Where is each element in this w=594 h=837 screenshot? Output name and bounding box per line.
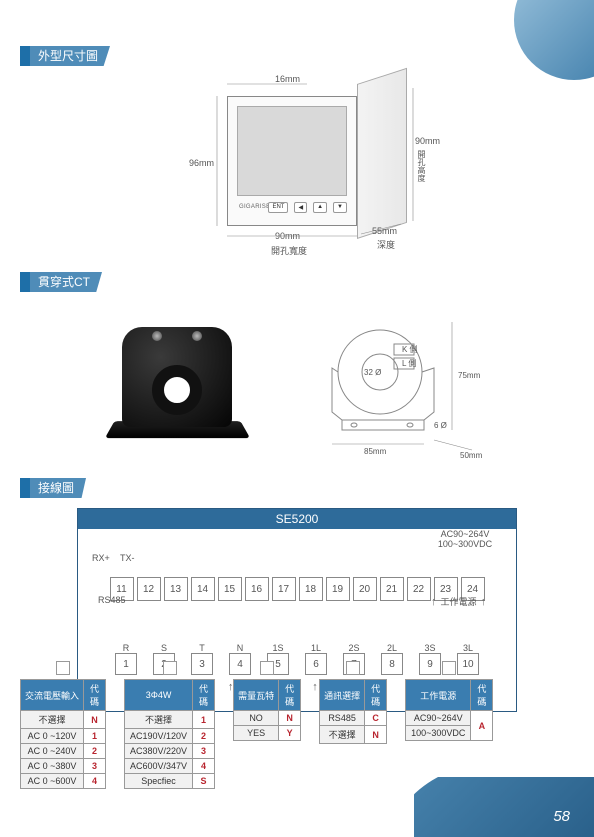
corner-decoration-top: [514, 0, 594, 80]
svg-text:32 Ø: 32 Ø: [364, 368, 381, 377]
page-number: 58: [553, 808, 570, 825]
option-checkbox[interactable]: [442, 661, 456, 675]
dim-right-caption: 開孔高度: [416, 150, 427, 182]
option-table: 3Φ4W代碼不選擇1AC190V/120V2AC380V/220V3AC600V…: [124, 679, 215, 789]
signal-label: N: [229, 643, 251, 653]
option-checkbox[interactable]: [163, 661, 177, 675]
svg-text:K 側: K 側: [402, 344, 418, 354]
option-column: 通訊選擇代碼RS485C不選擇N: [319, 661, 387, 789]
signal-label: 3S: [419, 643, 441, 653]
option-checkbox[interactable]: [260, 661, 274, 675]
terminal-18: 18: [299, 577, 323, 601]
terminal-12: 12: [137, 577, 161, 601]
option-column: 需量瓦特代碼NONYESY: [233, 661, 301, 789]
svg-text:L 側: L 側: [402, 358, 416, 368]
section-title: 貫穿式CT: [30, 272, 102, 292]
option-column: 工作電源代碼AC90~264VA100~300VDC: [405, 661, 493, 789]
signal-label: S: [153, 643, 175, 653]
svg-text:6 Ø: 6 Ø: [434, 421, 447, 430]
section-title: 接線圖: [30, 478, 86, 498]
terminal-15: 15: [218, 577, 242, 601]
option-checkbox[interactable]: [346, 661, 360, 675]
terminal-20: 20: [353, 577, 377, 601]
option-checkbox[interactable]: [56, 661, 70, 675]
option-table: 需量瓦特代碼NONYESY: [233, 679, 301, 741]
signal-label: R: [115, 643, 137, 653]
signal-label: 2L: [381, 643, 403, 653]
signal-label: 1L: [305, 643, 327, 653]
dim-left: 96mm: [189, 158, 214, 168]
option-column: 交流電壓輸入代碼不選擇NAC 0 ~120V1AC 0 ~240V2AC 0 ~…: [20, 661, 106, 789]
option-table: 交流電壓輸入代碼不選擇NAC 0 ~120V1AC 0 ~240V2AC 0 ~…: [20, 679, 106, 789]
dim-depth-caption: 深度: [377, 238, 395, 251]
wiring-model: SE5200: [78, 509, 516, 529]
signal-label: 2S: [343, 643, 365, 653]
dim-depth: 55mm: [372, 226, 397, 236]
svg-text:85mm: 85mm: [364, 447, 387, 456]
terminal-14: 14: [191, 577, 215, 601]
svg-text:50mm: 50mm: [460, 451, 483, 460]
terminal-19: 19: [326, 577, 350, 601]
dim-top: 16mm: [275, 74, 300, 84]
signal-label: 3L: [457, 643, 479, 653]
dim-bottom-w: 90mm: [275, 231, 300, 241]
svg-text:75mm: 75mm: [458, 371, 481, 380]
dim-bottom-caption: 開孔寬度: [271, 244, 307, 257]
terminal-22: 22: [407, 577, 431, 601]
terminal-13: 13: [164, 577, 188, 601]
option-table: 工作電源代碼AC90~264VA100~300VDC: [405, 679, 493, 741]
ct-line-drawing: K 側 L 側 32 Ø 75mm 85mm 50mm 6 Ø: [302, 302, 502, 462]
section-header-ct: 貫穿式CT: [20, 272, 566, 292]
dim-right-h: 90mm: [415, 136, 440, 146]
device-buttons: ENT ◀ ▲ ▼: [237, 202, 347, 213]
terminal-21: 21: [380, 577, 404, 601]
section-header-dimensions: 外型尺寸圖: [20, 46, 566, 66]
section-header-wiring: 接線圖: [20, 478, 566, 498]
signal-label: T: [191, 643, 213, 653]
terminal-16: 16: [245, 577, 269, 601]
section-title: 外型尺寸圖: [30, 46, 110, 66]
ct-photo: [92, 307, 262, 457]
dimension-diagram: GIGARISE ENT ◀ ▲ ▼ 16mm 96mm 90mm 開孔寬度 9…: [167, 76, 427, 256]
option-table: 通訊選擇代碼RS485C不選擇N: [319, 679, 387, 744]
option-tables-row: 交流電壓輸入代碼不選擇NAC 0 ~120V1AC 0 ~240V2AC 0 ~…: [20, 661, 493, 789]
terminal-17: 17: [272, 577, 296, 601]
option-column: 3Φ4W代碼不選擇1AC190V/120V2AC380V/220V3AC600V…: [124, 661, 215, 789]
signal-label: 1S: [267, 643, 289, 653]
